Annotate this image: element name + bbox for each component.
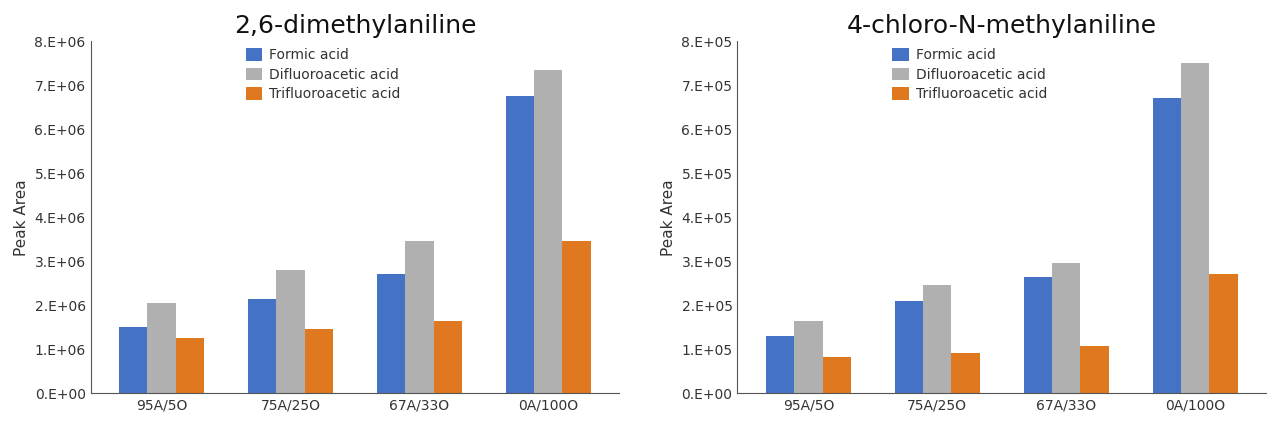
Title: 4-chloro-N-methylaniline: 4-chloro-N-methylaniline — [846, 14, 1157, 38]
Bar — [119, 327, 147, 393]
Bar — [506, 96, 534, 393]
Bar — [1024, 276, 1052, 393]
Bar — [376, 274, 406, 393]
Bar — [1052, 263, 1080, 393]
Y-axis label: Peak Area: Peak Area — [14, 179, 29, 256]
Bar — [923, 285, 951, 393]
Bar — [248, 299, 276, 393]
Title: 2,6-dimethylaniline: 2,6-dimethylaniline — [234, 14, 476, 38]
Bar — [1152, 98, 1181, 393]
Bar — [765, 336, 794, 393]
Bar — [305, 329, 333, 393]
Legend: Formic acid, Difluoroacetic acid, Trifluoroacetic acid: Formic acid, Difluoroacetic acid, Triflu… — [246, 48, 401, 101]
Bar — [895, 301, 923, 393]
Bar — [562, 242, 591, 393]
Bar — [434, 321, 462, 393]
Bar — [794, 321, 823, 393]
Bar — [1210, 274, 1238, 393]
Bar — [406, 242, 434, 393]
Bar — [147, 303, 175, 393]
Bar — [1080, 346, 1108, 393]
Bar — [276, 270, 305, 393]
Legend: Formic acid, Difluoroacetic acid, Trifluoroacetic acid: Formic acid, Difluoroacetic acid, Triflu… — [892, 48, 1047, 101]
Bar — [534, 70, 562, 393]
Y-axis label: Peak Area: Peak Area — [660, 179, 676, 256]
Bar — [175, 338, 204, 393]
Bar — [951, 353, 980, 393]
Bar — [1181, 63, 1210, 393]
Bar — [823, 357, 851, 393]
